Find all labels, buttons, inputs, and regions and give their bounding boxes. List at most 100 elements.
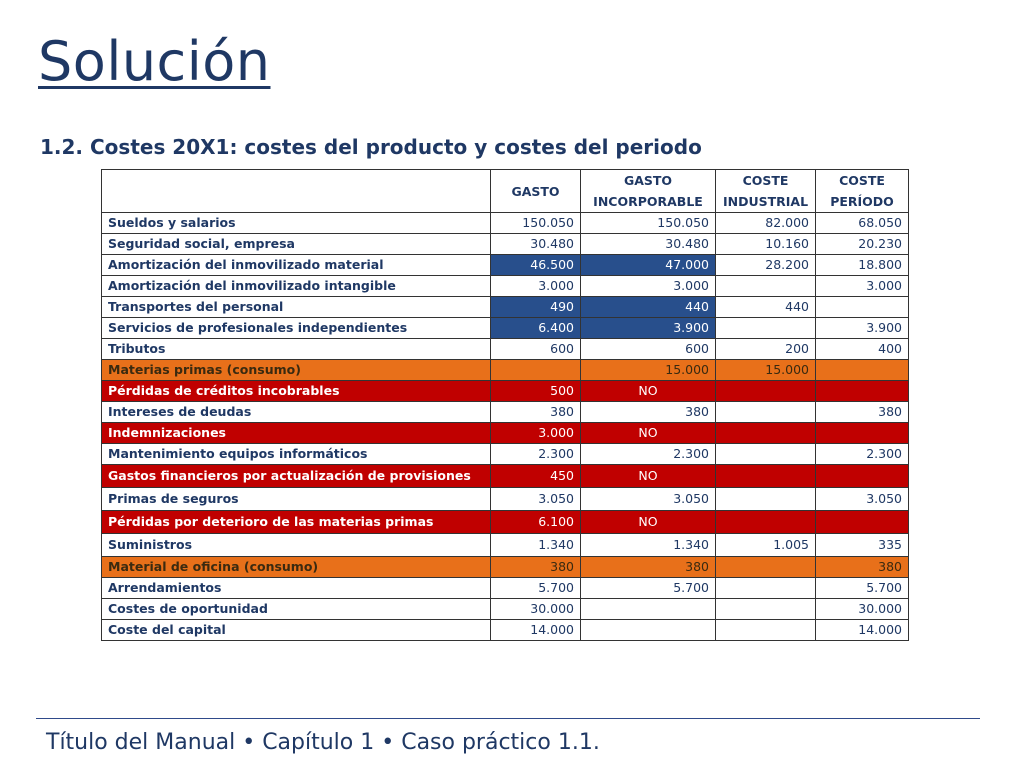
cell-incorporable: 30.480: [580, 233, 716, 255]
table-row: Primas de seguros 3.050 3.050 3.050: [101, 487, 909, 511]
cell-periodo: [815, 296, 909, 318]
cell-gasto: 450: [490, 464, 581, 488]
footer-divider: [36, 718, 980, 719]
table-row: Material de oficina (consumo) 380 380 380: [101, 556, 909, 578]
cell-industrial: [715, 464, 816, 488]
cell-gasto: 3.000: [490, 422, 581, 444]
cell-periodo: 335: [815, 533, 909, 557]
table-row: Transportes del personal 490 440 440: [101, 296, 909, 318]
cell-gasto: 14.000: [490, 619, 581, 641]
header-coste-industrial: COSTE INDUSTRIAL: [715, 169, 816, 213]
cell-incorporable: [580, 619, 716, 641]
table-row: Amortización del inmovilizado material 46…: [101, 254, 909, 276]
cell-periodo: 380: [815, 556, 909, 578]
cell-gasto: 490: [490, 296, 581, 318]
table-row: Pérdidas por deterioro de las materias p…: [101, 510, 909, 534]
cell-incorporable: 440: [580, 296, 716, 318]
table-row: Indemnizaciones 3.000 NO: [101, 422, 909, 444]
row-label: Costes de oportunidad: [101, 598, 491, 620]
cell-periodo: 3.050: [815, 487, 909, 511]
cell-periodo: 5.700: [815, 577, 909, 599]
row-label: Mantenimiento equipos informáticos: [101, 443, 491, 465]
row-label: Servicios de profesionales independiente…: [101, 317, 491, 339]
cell-gasto: 46.500: [490, 254, 581, 276]
cell-periodo: 20.230: [815, 233, 909, 255]
row-label: Primas de seguros: [101, 487, 491, 511]
cell-gasto: 1.340: [490, 533, 581, 557]
footer-text: Título del Manual • Capítulo 1 • Caso pr…: [46, 730, 600, 755]
cell-periodo: 68.050: [815, 212, 909, 234]
row-label: Suministros: [101, 533, 491, 557]
cell-incorporable: [580, 598, 716, 620]
row-label: Gastos financieros por actualización de …: [101, 464, 491, 488]
cell-industrial: 440: [715, 296, 816, 318]
cell-industrial: 200: [715, 338, 816, 360]
row-label: Amortización del inmovilizado material: [101, 254, 491, 276]
cell-incorporable: NO: [580, 422, 716, 444]
slide-subtitle: 1.2. Costes 20X1: costes del producto y …: [40, 135, 702, 159]
cell-gasto: 30.480: [490, 233, 581, 255]
table-row: Servicios de profesionales independiente…: [101, 317, 909, 339]
header-per-line2: PERÍODO: [830, 194, 894, 209]
cell-incorporable: 380: [580, 556, 716, 578]
cell-periodo: [815, 359, 909, 381]
row-label: Materias primas (consumo): [101, 359, 491, 381]
header-incorp-line2: INCORPORABLE: [593, 194, 703, 209]
cell-gasto: 5.700: [490, 577, 581, 599]
slide-title: Solución: [38, 30, 271, 93]
cell-industrial: 1.005: [715, 533, 816, 557]
cell-gasto: 150.050: [490, 212, 581, 234]
cell-industrial: [715, 510, 816, 534]
cell-periodo: 400: [815, 338, 909, 360]
cell-industrial: 82.000: [715, 212, 816, 234]
cell-periodo: [815, 380, 909, 402]
row-label: Coste del capital: [101, 619, 491, 641]
cell-incorporable: 5.700: [580, 577, 716, 599]
cell-industrial: 10.160: [715, 233, 816, 255]
cell-gasto: 500: [490, 380, 581, 402]
cell-periodo: [815, 510, 909, 534]
cell-incorporable: 3.900: [580, 317, 716, 339]
cell-incorporable: 150.050: [580, 212, 716, 234]
cell-incorporable: NO: [580, 464, 716, 488]
cell-periodo: 380: [815, 401, 909, 423]
row-label: Transportes del personal: [101, 296, 491, 318]
row-label: Tributos: [101, 338, 491, 360]
row-label: Sueldos y salarios: [101, 212, 491, 234]
cell-industrial: [715, 556, 816, 578]
cell-gasto: [490, 359, 581, 381]
header-incorp-line1: GASTO: [623, 173, 673, 188]
row-label: Indemnizaciones: [101, 422, 491, 444]
cell-incorporable: 600: [580, 338, 716, 360]
cell-industrial: [715, 487, 816, 511]
cell-incorporable: 380: [580, 401, 716, 423]
table-row: Sueldos y salarios 150.050 150.050 82.000 68…: [101, 212, 909, 234]
cell-gasto: 380: [490, 556, 581, 578]
cell-gasto: 3.050: [490, 487, 581, 511]
cell-incorporable: 1.340: [580, 533, 716, 557]
row-label: Intereses de deudas: [101, 401, 491, 423]
cell-gasto: 6.100: [490, 510, 581, 534]
cell-industrial: [715, 317, 816, 339]
cell-periodo: 14.000: [815, 619, 909, 641]
table-row: Arrendamientos 5.700 5.700 5.700: [101, 577, 909, 599]
cell-industrial: [715, 598, 816, 620]
cell-gasto: 3.000: [490, 275, 581, 297]
cost-table: GASTO GASTO INCORPORABLE COSTE INDUSTRIA…: [101, 169, 909, 641]
cell-incorporable: NO: [580, 510, 716, 534]
table-row: Amortización del inmovilizado intangible…: [101, 275, 909, 297]
header-gasto-incorporable: GASTO INCORPORABLE: [580, 169, 716, 213]
cell-periodo: 2.300: [815, 443, 909, 465]
row-label: Pérdidas por deterioro de las materias p…: [101, 510, 491, 534]
cell-industrial: [715, 275, 816, 297]
table-row: Suministros 1.340 1.340 1.005 335: [101, 533, 909, 557]
cell-incorporable: 3.050: [580, 487, 716, 511]
table-row: Costes de oportunidad 30.000 30.000: [101, 598, 909, 620]
table-body: Sueldos y salarios 150.050 150.050 82.000 68…: [101, 212, 909, 641]
cell-industrial: [715, 401, 816, 423]
table-row: Gastos financieros por actualización de …: [101, 464, 909, 488]
cell-periodo: 3.000: [815, 275, 909, 297]
row-label: Arrendamientos: [101, 577, 491, 599]
cell-industrial: [715, 380, 816, 402]
table-row: Mantenimiento equipos informáticos 2.300 2…: [101, 443, 909, 465]
